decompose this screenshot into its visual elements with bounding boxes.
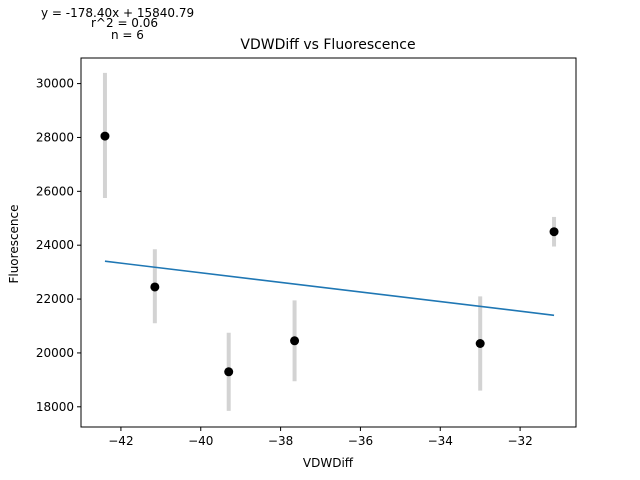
- data-point: [224, 367, 234, 377]
- x-tick-label: −42: [108, 434, 133, 448]
- y-tick-label: 22000: [36, 292, 74, 306]
- data-point: [549, 227, 559, 237]
- plot-area: −42 −40 −38 −36 −34 −32 18000 20000 22000 24000 26…: [36, 57, 577, 448]
- x-tick-label: −40: [188, 434, 213, 448]
- chart-title: VDWDiff vs Fluorescence: [240, 37, 415, 53]
- x-axis-label: VDWDiff: [303, 456, 354, 470]
- plot-frame: [80, 57, 577, 428]
- y-axis-label: Fluorescence: [7, 204, 21, 283]
- y-tick-label: 30000: [36, 77, 74, 91]
- x-tick-label: −34: [428, 434, 453, 448]
- data-point: [475, 339, 485, 349]
- y-tick-label: 28000: [36, 130, 74, 144]
- x-tick-label: −36: [348, 434, 373, 448]
- y-tick-label: 24000: [36, 238, 74, 252]
- y-tick-label: 20000: [36, 346, 74, 360]
- regression-line: [104, 260, 555, 317]
- fit-equation-label: y = -178.40x + 15840.79: [41, 6, 194, 20]
- data-point: [100, 131, 110, 141]
- data-point: [290, 336, 300, 346]
- n-count-label: n = 6: [111, 28, 144, 42]
- y-tick-label: 26000: [36, 184, 74, 198]
- y-tick-label: 18000: [36, 400, 74, 414]
- x-tick-label: −32: [507, 434, 532, 448]
- data-point: [150, 282, 160, 292]
- r-squared-label: r^2 = 0.06: [91, 16, 158, 30]
- x-tick-label: −38: [268, 434, 293, 448]
